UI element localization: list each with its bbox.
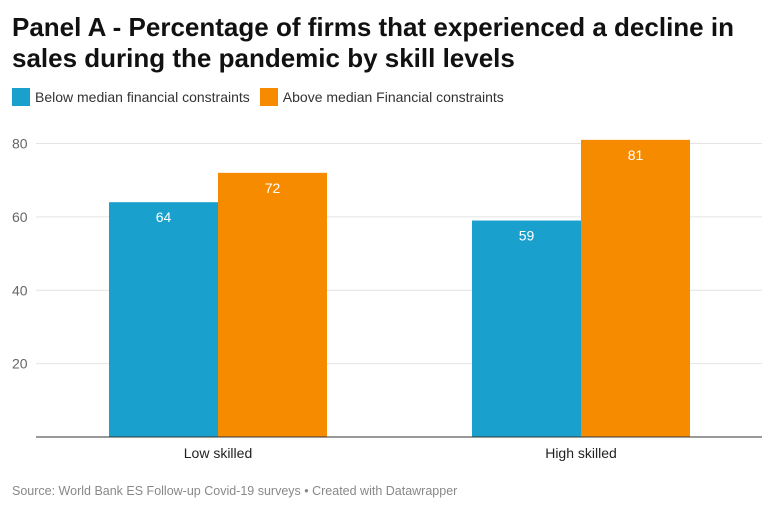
legend-label-above-median: Above median Financial constraints xyxy=(282,89,504,105)
y-tick-label-60: 60 xyxy=(12,209,28,225)
bar-above-1 xyxy=(581,139,690,438)
data-label-below-0: 64 xyxy=(156,209,172,225)
bar-above-0 xyxy=(218,172,327,437)
x-category-label-0: Low skilled xyxy=(184,445,252,461)
y-tick-label-40: 40 xyxy=(12,282,28,298)
chart-title: Panel A - Percentage of firms that exper… xyxy=(12,12,734,73)
source-note: Source: World Bank ES Follow-up Covid-19… xyxy=(12,484,458,498)
data-label-below-1: 59 xyxy=(519,228,535,244)
legend: Below median financial constraints Above… xyxy=(12,88,514,106)
y-tick-label-20: 20 xyxy=(12,356,28,372)
legend-item-below-median: Below median financial constraints xyxy=(12,88,250,106)
bar-chart: 20 40 60 80 64 72 Low skilled 59 81 High skilled xyxy=(12,136,762,461)
x-category-label-1: High skilled xyxy=(545,445,617,461)
data-label-above-1: 81 xyxy=(628,147,644,163)
legend-item-above-median: Above median Financial constraints xyxy=(259,88,504,106)
legend-label-below-median: Below median financial constraints xyxy=(35,89,250,105)
legend-swatch-above-median xyxy=(259,88,278,106)
y-tick-label-80: 80 xyxy=(12,136,28,152)
legend-swatch-below-median xyxy=(12,88,30,106)
data-label-above-0: 72 xyxy=(265,180,281,196)
bar-below-0 xyxy=(109,202,218,437)
bar-below-1 xyxy=(472,220,581,437)
